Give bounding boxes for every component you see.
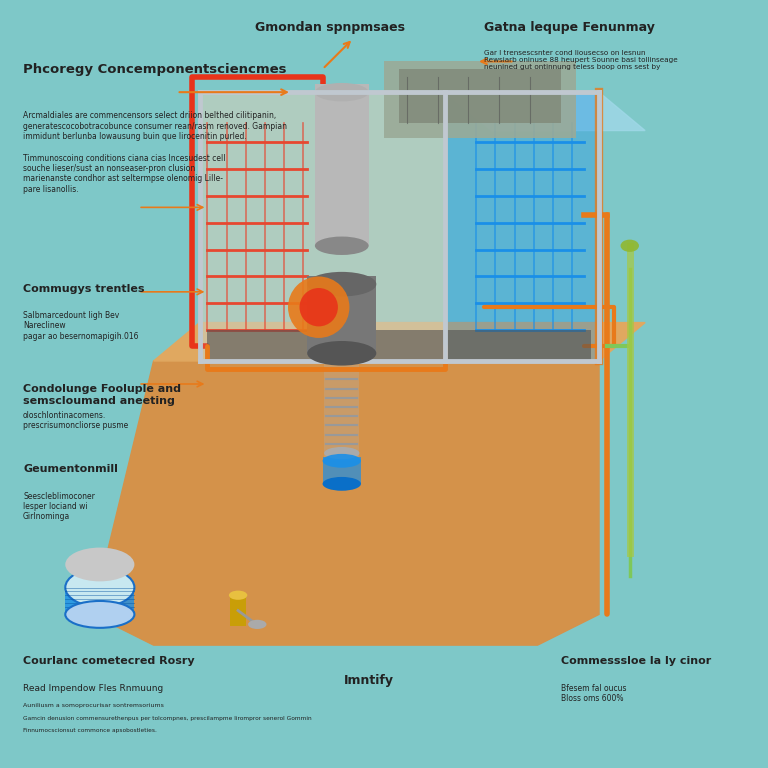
Text: Phcoregy Concemponentsciencmes: Phcoregy Concemponentsciencmes xyxy=(23,63,286,76)
Ellipse shape xyxy=(621,240,639,252)
Polygon shape xyxy=(92,361,599,645)
Polygon shape xyxy=(154,323,645,361)
Text: Imntify: Imntify xyxy=(343,674,394,687)
Text: Read Impendow Fles Rnmuung: Read Impendow Fles Rnmuung xyxy=(23,684,164,693)
Ellipse shape xyxy=(307,272,376,296)
Text: Condolunge Fooluple and
semscloumand aneeting: Condolunge Fooluple and semscloumand ane… xyxy=(23,384,181,406)
Bar xyxy=(384,61,576,138)
Text: Timmunoscoing conditions ciana cias Incesudest cell
souche lieser/sust an nonsea: Timmunoscoing conditions ciana cias Ince… xyxy=(23,154,226,194)
Ellipse shape xyxy=(307,341,376,366)
Text: Gamcin denusion commensurethenpus per tolcompnes, prescilampme lirompror senerol: Gamcin denusion commensurethenpus per to… xyxy=(23,716,312,721)
Text: Commesssloe la ly cinor: Commesssloe la ly cinor xyxy=(561,657,711,667)
Polygon shape xyxy=(200,92,445,361)
Bar xyxy=(230,595,246,626)
Bar xyxy=(315,84,369,246)
Ellipse shape xyxy=(315,237,369,255)
Ellipse shape xyxy=(323,477,361,491)
Bar xyxy=(65,584,134,614)
Bar xyxy=(323,457,361,484)
Text: Courlanc cometecred Rosry: Courlanc cometecred Rosry xyxy=(23,657,194,667)
Bar xyxy=(324,349,359,461)
Text: Salbmarcedount ligh Bev
Nareclinew
pagar ao besernomapigih.016: Salbmarcedount ligh Bev Nareclinew pagar… xyxy=(23,311,138,341)
Text: Gmondan spnpmsaes: Gmondan spnpmsaes xyxy=(255,21,406,34)
Ellipse shape xyxy=(65,548,134,581)
Text: Auniliusm a somoprocurisar sontremsoriums: Auniliusm a somoprocurisar sontremsorium… xyxy=(23,703,164,708)
Text: Seescleblimoconer
lesper lociand wi
Girlnominga: Seescleblimoconer lesper lociand wi Girl… xyxy=(23,492,95,521)
Bar xyxy=(307,276,376,353)
Text: Bfesem fal oucus
Bloss oms 600%: Bfesem fal oucus Bloss oms 600% xyxy=(561,684,626,703)
Text: Gatna lequpe Fenunmay: Gatna lequpe Fenunmay xyxy=(484,21,654,34)
Text: Gar l trensescsnter cond liousecso on lesnun
Rewsiarb oninuse 88 heupert Sounne : Gar l trensescsnter cond liousecso on le… xyxy=(484,50,677,70)
Polygon shape xyxy=(445,92,599,361)
Ellipse shape xyxy=(323,454,361,468)
Ellipse shape xyxy=(288,276,349,338)
Polygon shape xyxy=(200,92,445,361)
Bar xyxy=(399,69,561,123)
Polygon shape xyxy=(445,92,645,131)
Text: oloschlontinacomens.
prescrisumoncliorse pusme: oloschlontinacomens. prescrisumoncliorse… xyxy=(23,411,128,430)
Ellipse shape xyxy=(300,288,338,326)
Ellipse shape xyxy=(315,83,369,101)
Ellipse shape xyxy=(324,447,359,459)
Bar xyxy=(207,330,591,361)
Ellipse shape xyxy=(248,620,266,629)
Ellipse shape xyxy=(65,601,134,628)
Text: Commugys trentles: Commugys trentles xyxy=(23,284,144,294)
Ellipse shape xyxy=(65,568,134,607)
Ellipse shape xyxy=(229,591,247,600)
Text: Finnumocscionsut commonce apsobostleties.: Finnumocscionsut commonce apsobostleties… xyxy=(23,728,157,733)
Text: Arcmaldiales are commencensors select driion belthed cilitipanin,
generatescocob: Arcmaldiales are commencensors select dr… xyxy=(23,111,287,141)
Text: Geumentonmill: Geumentonmill xyxy=(23,465,118,475)
